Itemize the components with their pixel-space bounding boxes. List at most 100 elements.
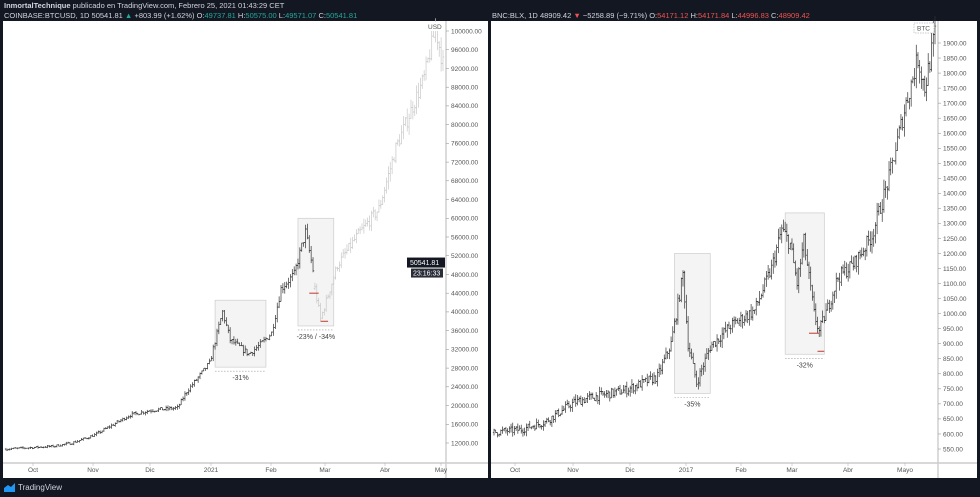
close-value: 48909.42 — [778, 11, 810, 20]
author-name[interactable]: InmortalTechnique — [4, 1, 71, 10]
currency-label: BTC — [917, 26, 930, 33]
x-tick-label: Mar — [786, 467, 798, 474]
currency-box — [913, 22, 935, 34]
x-tick-label: Oct — [28, 467, 38, 474]
y-tick-label: 36000.00 — [451, 328, 478, 335]
high-value: 50575.00 — [245, 11, 277, 20]
x-tick-label: Feb — [735, 467, 747, 474]
y-tick-label: 650.00 — [943, 416, 963, 423]
x-tick-label: Dic — [625, 467, 635, 474]
y-tick-label: 600.00 — [943, 431, 963, 438]
y-tick-label: 60000.00 — [451, 216, 478, 223]
symbol[interactable]: BNC:BLX, 1D — [492, 11, 538, 20]
right-legend: BNC:BLX, 1D 48909.42 ▼ −5258.89 (−9.71%)… — [492, 11, 810, 21]
brand-name[interactable]: TradingView — [18, 483, 63, 492]
y-tick-label: 950.00 — [943, 326, 963, 333]
y-tick-label: 1850.00 — [943, 55, 967, 62]
x-tick-label: Mayo — [897, 467, 913, 474]
x-tick-label: Dic — [145, 467, 155, 474]
x-tick-label: Mar — [319, 467, 331, 474]
footer: TradingView — [4, 483, 62, 492]
currency-label: USD — [428, 24, 442, 31]
chart-background — [3, 21, 488, 478]
author-line: InmortalTechnique publicado en TradingVi… — [4, 1, 285, 11]
y-tick-label: 1800.00 — [943, 70, 967, 77]
x-tick-label: Nov — [567, 467, 579, 474]
open-value: 54171.12 — [657, 11, 689, 20]
y-tick-label: 24000.00 — [451, 384, 478, 391]
h-label: H: — [690, 11, 699, 20]
currency-backdrop — [426, 22, 444, 31]
y-tick-label: 1250.00 — [943, 236, 967, 243]
y-tick-label: 1000.00 — [943, 311, 967, 318]
y-tick-label: 20000.00 — [451, 403, 478, 410]
y-tick-label: 88000.00 — [451, 84, 478, 91]
down-arrow-icon: ▼ — [573, 11, 581, 20]
countdown-tag — [411, 268, 443, 278]
y-tick-label: 28000.00 — [451, 365, 478, 372]
x-tick-label: Abr — [843, 467, 854, 474]
y-tick-label: 1500.00 — [943, 161, 967, 168]
y-tick-label: 96000.00 — [451, 47, 478, 54]
drawdown-label: -31% — [232, 375, 248, 382]
y-tick-label: 850.00 — [943, 356, 963, 363]
y-tick-label: 1750.00 — [943, 85, 967, 92]
x-tick-label: May — [435, 467, 448, 474]
y-tick-label: 750.00 — [943, 386, 963, 393]
tradingview-logo-icon — [4, 483, 15, 492]
x-tick-label: Feb — [265, 467, 277, 474]
c-label: C: — [771, 11, 779, 20]
last-price: 48909.42 — [539, 11, 572, 20]
y-tick-label: 1200.00 — [943, 251, 967, 258]
y-tick-label: 1900.00 — [943, 40, 967, 47]
price-tag — [407, 257, 445, 268]
low-value: 44996.83 — [737, 11, 769, 20]
l-label: L: — [731, 11, 738, 20]
y-tick-label: 100000.00 — [451, 28, 482, 35]
y-tick-label: 1600.00 — [943, 131, 967, 138]
y-tick-label: 1550.00 — [943, 146, 967, 153]
y-tick-label: 1450.00 — [943, 176, 967, 183]
y-tick-label: 32000.00 — [451, 347, 478, 354]
ohlc-bar — [311, 257, 315, 273]
up-arrow-icon: ▲ — [124, 11, 133, 20]
y-tick-label: 1150.00 — [943, 266, 966, 273]
x-tick-label: Nov — [87, 467, 99, 474]
drawdown-label: -35% — [684, 401, 700, 408]
price-tag-value: 50541.81 — [410, 260, 439, 267]
left-chart-panel: 100000.00 96000.00 92000.00 88000.00 84000.0… — [3, 18, 488, 478]
symbol[interactable]: COINBASE:BTCUSD, 1D — [4, 11, 90, 20]
x-tick-label: 2017 — [679, 467, 694, 474]
y-tick-label: 76000.00 — [451, 141, 478, 148]
y-tick-label: 16000.00 — [451, 422, 478, 429]
high-value: 54171.84 — [698, 11, 730, 20]
x-tick-label: 2021 — [204, 467, 219, 474]
y-tick-label: 44000.00 — [451, 290, 478, 297]
o-label: O: — [196, 11, 205, 20]
y-tick-label: 900.00 — [943, 341, 963, 348]
right-chart-panel: 1900.00 1850.00 1800.00 1750.00 1700.00 1650.… — [491, 16, 977, 478]
y-tick-label: 1400.00 — [943, 191, 967, 198]
left-legend: COINBASE:BTCUSD, 1D 50541.81 ▲ +803.99 (… — [4, 11, 357, 21]
y-tick-label: 1300.00 — [943, 221, 967, 228]
y-tick-label: 12000.00 — [451, 440, 478, 447]
y-tick-label: 72000.00 — [451, 159, 478, 166]
countdown-value: 23:16:33 — [413, 271, 440, 278]
y-tick-label: 550.00 — [943, 446, 963, 453]
drawdown-box — [297, 217, 335, 327]
y-tick-label: 52000.00 — [451, 253, 478, 260]
y-tick-label: 56000.00 — [451, 234, 478, 241]
y-tick-label: 1700.00 — [943, 100, 967, 107]
y-tick-label: 1650.00 — [943, 115, 967, 122]
publish-info: publicado en TradingView.com, Febrero 25… — [72, 1, 285, 10]
change: −5258.89 (−9.71%) — [582, 11, 648, 20]
l-label: L: — [278, 11, 286, 20]
y-tick-label: 68000.00 — [451, 178, 478, 185]
ohlc-bar — [933, 16, 937, 45]
x-tick-label: Abr — [380, 467, 391, 474]
change: +803.99 (+1.62%) — [134, 11, 195, 20]
y-tick-label: 84000.00 — [451, 103, 478, 110]
y-tick-label: 64000.00 — [451, 197, 478, 204]
c-label: C: — [318, 11, 326, 20]
